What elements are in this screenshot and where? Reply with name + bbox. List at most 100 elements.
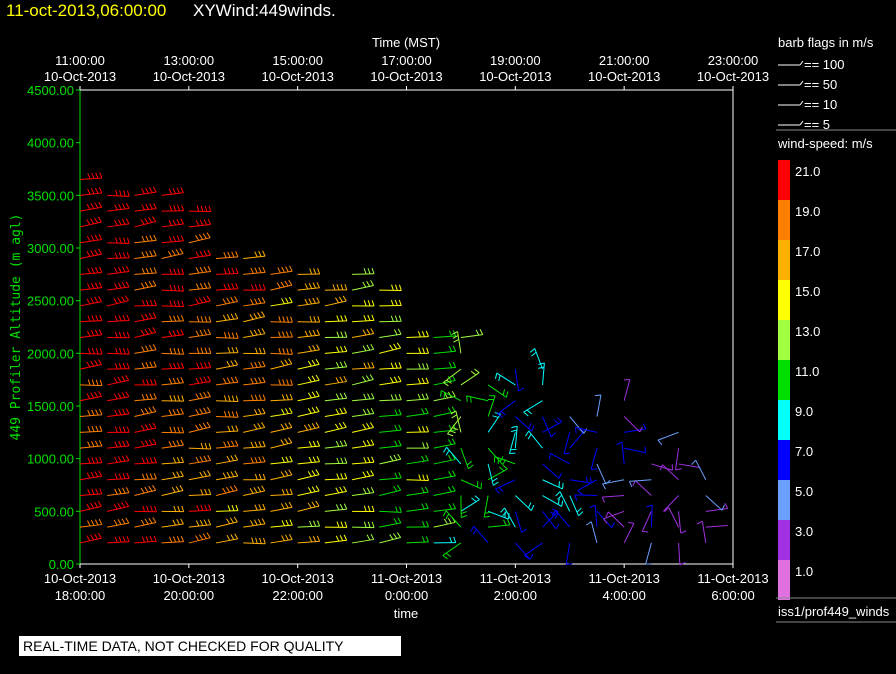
wind-barb-flag xyxy=(141,251,145,258)
wind-barb-flag xyxy=(235,425,239,432)
wind-barb xyxy=(107,257,130,260)
wind-barb xyxy=(215,475,238,481)
wind-barb xyxy=(270,442,292,449)
wind-barb-flag xyxy=(394,394,398,401)
wind-barb-flag xyxy=(576,507,582,513)
top-x-tick-label-date: 10-Oct-2013 xyxy=(370,69,442,84)
wind-barb xyxy=(215,538,238,544)
wind-barb-flag xyxy=(309,520,313,527)
wind-barb-flag xyxy=(122,426,126,433)
wind-barb-flag xyxy=(154,379,157,386)
wind-barb xyxy=(79,192,102,196)
wind-barb-flag xyxy=(207,454,212,461)
wind-barb-flag xyxy=(152,216,157,222)
wind-barb-flag xyxy=(284,470,289,477)
y-tick-label: 4500.00 xyxy=(27,83,74,98)
wind-barb-flag xyxy=(99,457,103,463)
wind-barb xyxy=(297,302,320,307)
wind-barb xyxy=(243,523,266,528)
wind-barb-flag xyxy=(121,375,126,382)
wind-barb xyxy=(542,479,563,490)
wind-barb-flag xyxy=(122,362,126,369)
wind-barb-flag xyxy=(370,280,375,286)
wind-barb-flag xyxy=(148,217,153,223)
wind-barb xyxy=(487,413,501,433)
wind-barb-flag xyxy=(126,202,130,209)
wind-barb-flag xyxy=(470,526,475,532)
wind-barb xyxy=(243,413,266,418)
wind-barb-flag xyxy=(343,503,348,510)
wind-barb-flag xyxy=(140,219,145,225)
wind-barb-flag xyxy=(226,361,231,367)
wind-barb-flag xyxy=(370,469,375,476)
wind-barb-flag xyxy=(119,190,122,197)
wind-barb-flag xyxy=(94,533,99,540)
x-tick-label-time: 2:00:00 xyxy=(494,588,537,603)
wind-barb-flag xyxy=(366,344,371,351)
wind-barb-flag xyxy=(290,348,293,355)
wind-barb-flag xyxy=(340,473,344,480)
speed-level-label: 21.0 xyxy=(795,164,820,179)
wind-barb-flag xyxy=(442,510,447,517)
wind-barb xyxy=(542,511,559,528)
wind-barb xyxy=(297,349,320,354)
wind-barb-flag xyxy=(94,282,99,289)
wind-barb-flag xyxy=(94,249,99,256)
wind-barb-flag xyxy=(198,297,203,304)
wind-barb-flag xyxy=(366,534,371,541)
wind-barb xyxy=(297,540,320,544)
wind-barb-flag xyxy=(335,377,340,384)
wind-barb-flag xyxy=(393,485,398,492)
wind-barb-flag xyxy=(152,484,157,491)
wind-barb-flag xyxy=(199,471,204,478)
wind-barb-flag xyxy=(480,482,483,489)
wind-barb-flag xyxy=(396,342,402,349)
wind-barb-flag xyxy=(207,375,211,382)
wind-barb xyxy=(675,448,680,470)
wind-barb-flag xyxy=(421,536,425,543)
wind-barb-flag xyxy=(97,532,102,539)
wind-barb xyxy=(351,333,374,339)
wind-barb-flag xyxy=(363,315,367,322)
wind-barb-flag xyxy=(200,362,204,369)
wind-barb-flag xyxy=(234,376,239,383)
wind-barb-flag xyxy=(307,502,312,509)
wind-barb xyxy=(270,493,293,497)
barb-legend-icon-flag xyxy=(799,80,804,86)
wind-barb-flag xyxy=(479,329,484,335)
wind-barb-flag xyxy=(118,252,122,259)
wind-barb xyxy=(433,521,456,528)
wind-barb xyxy=(297,490,320,497)
wind-barb xyxy=(243,461,266,465)
wind-barb-flag xyxy=(196,205,200,212)
wind-barb-flag xyxy=(393,518,398,524)
wind-barb xyxy=(216,256,239,260)
wind-barb-flag xyxy=(284,280,289,287)
wind-barb xyxy=(188,426,211,433)
wind-barb-flag xyxy=(555,523,560,530)
wind-barb xyxy=(563,432,571,454)
wind-barb-flag xyxy=(426,442,429,449)
wind-barb xyxy=(243,366,266,370)
wind-barb-flag xyxy=(223,410,227,418)
wind-barb-flag xyxy=(394,409,398,416)
wind-barb-flag xyxy=(199,519,204,526)
wind-barb-flag xyxy=(223,395,227,402)
wind-barb xyxy=(621,441,625,464)
wind-barb-flag xyxy=(261,518,266,525)
wind-barb xyxy=(668,507,680,528)
wind-barb-flag xyxy=(173,426,177,433)
wind-barb-flag xyxy=(452,470,456,477)
wind-barb-flag xyxy=(558,472,562,479)
wind-barb-flag xyxy=(234,454,239,461)
wind-barb-flag xyxy=(222,472,227,479)
wind-barb-flag xyxy=(258,456,262,463)
wind-barb-flag xyxy=(203,250,208,257)
wind-barb-flag xyxy=(180,535,185,542)
wind-barb-flag xyxy=(180,315,185,322)
wind-barb-flag xyxy=(505,391,509,398)
wind-barb xyxy=(514,511,523,533)
wind-barb-flag xyxy=(262,250,266,257)
speed-color-swatch xyxy=(778,200,790,240)
wind-barb-flag xyxy=(144,440,149,446)
